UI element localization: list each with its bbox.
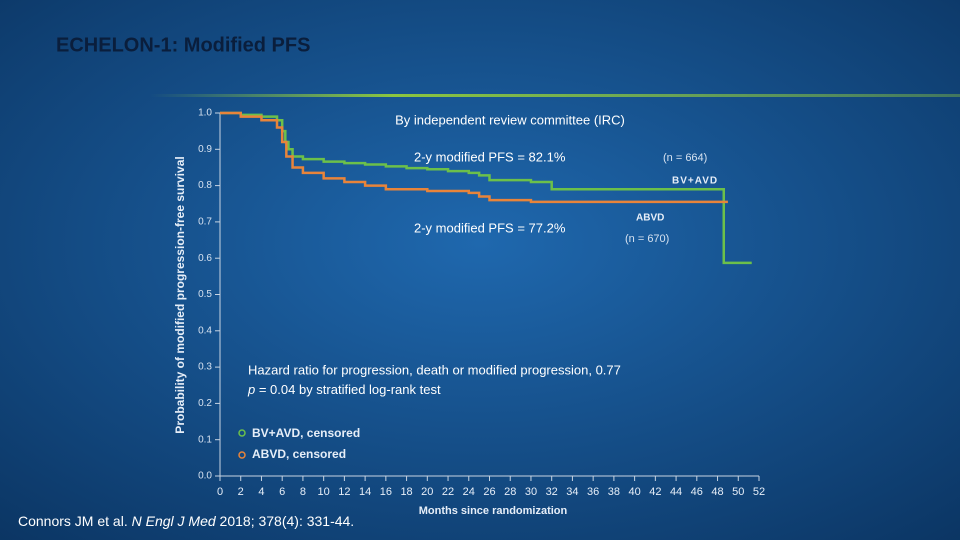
x-tick-label: 0 — [217, 486, 223, 498]
legend-label: ABVD, censored — [252, 447, 346, 461]
y-tick-label: 0.5 — [198, 289, 212, 300]
x-tick-label: 26 — [483, 486, 495, 498]
x-tick-label: 32 — [546, 486, 558, 498]
y-tick-label: 1.0 — [198, 108, 212, 119]
n-label: (n = 670) — [625, 233, 669, 245]
y-tick-label: 0.3 — [198, 362, 212, 373]
x-tick-label: 10 — [318, 486, 330, 498]
legend-label: BV+AVD, censored — [252, 426, 360, 440]
x-tick-label: 34 — [566, 486, 578, 498]
x-tick-label: 46 — [691, 486, 703, 498]
x-tick-label: 38 — [608, 486, 620, 498]
x-tick-label: 48 — [711, 486, 723, 498]
slide-title: ECHELON-1: Modified PFS — [56, 34, 310, 56]
citation-part: Connors JM et al. — [18, 513, 132, 529]
x-tick-label: 4 — [258, 486, 264, 498]
y-tick-label: 0.6 — [198, 253, 212, 264]
x-tick-label: 44 — [670, 486, 682, 498]
x-tick-label: 20 — [421, 486, 433, 498]
p-text: p = 0.04 by stratified log-rank test — [247, 382, 441, 397]
citation: Connors JM et al. N Engl J Med 2018; 378… — [18, 513, 354, 529]
x-tick-label: 12 — [338, 486, 350, 498]
y-axis-title: Probability of modified progression-free… — [173, 156, 187, 433]
y-tick-label: 0.9 — [198, 144, 212, 155]
x-tick-label: 18 — [400, 486, 412, 498]
chart-subtitle: By independent review committee (IRC) — [395, 112, 625, 127]
series-label: BV+AVD — [672, 176, 718, 187]
citation-part: N Engl J Med — [132, 513, 217, 529]
x-tick-label: 22 — [442, 486, 454, 498]
x-tick-label: 42 — [649, 486, 661, 498]
y-tick-label: 0.1 — [198, 434, 212, 445]
x-tick-label: 50 — [732, 486, 744, 498]
hazard-text: Hazard ratio for progression, death or m… — [248, 362, 621, 377]
legend-marker — [238, 451, 246, 459]
x-tick-label: 2 — [238, 486, 244, 498]
x-tick-label: 30 — [525, 486, 537, 498]
y-tick-label: 0.0 — [198, 471, 212, 482]
p-text-part: = 0.04 by stratified log-rank test — [255, 382, 441, 397]
x-tick-label: 36 — [587, 486, 599, 498]
x-tick-label: 16 — [380, 486, 392, 498]
x-tick-label: 40 — [628, 486, 640, 498]
y-tick-label: 0.2 — [198, 398, 212, 409]
legend-marker — [238, 429, 246, 437]
x-tick-label: 14 — [359, 486, 371, 498]
citation-part: 2018; 378(4): 331-44. — [216, 513, 355, 529]
x-tick-label: 6 — [279, 486, 285, 498]
pfs-annotation: 2-y modified PFS = 77.2% — [414, 220, 566, 235]
n-label: (n = 664) — [663, 152, 707, 164]
y-tick-label: 0.8 — [198, 180, 212, 191]
survival-curve — [220, 111, 728, 204]
x-axis-title: Months since randomization — [419, 505, 568, 517]
pfs-annotation: 2-y modified PFS = 82.1% — [414, 149, 566, 164]
x-tick-label: 28 — [504, 486, 516, 498]
title-rule — [150, 94, 960, 97]
x-tick-label: 8 — [300, 486, 306, 498]
series-label: ABVD — [636, 213, 664, 224]
y-tick-label: 0.4 — [198, 325, 212, 336]
y-tick-label: 0.7 — [198, 217, 212, 228]
x-tick-label: 52 — [753, 486, 765, 498]
p-text-part: p — [247, 382, 255, 397]
x-tick-label: 24 — [463, 486, 475, 498]
